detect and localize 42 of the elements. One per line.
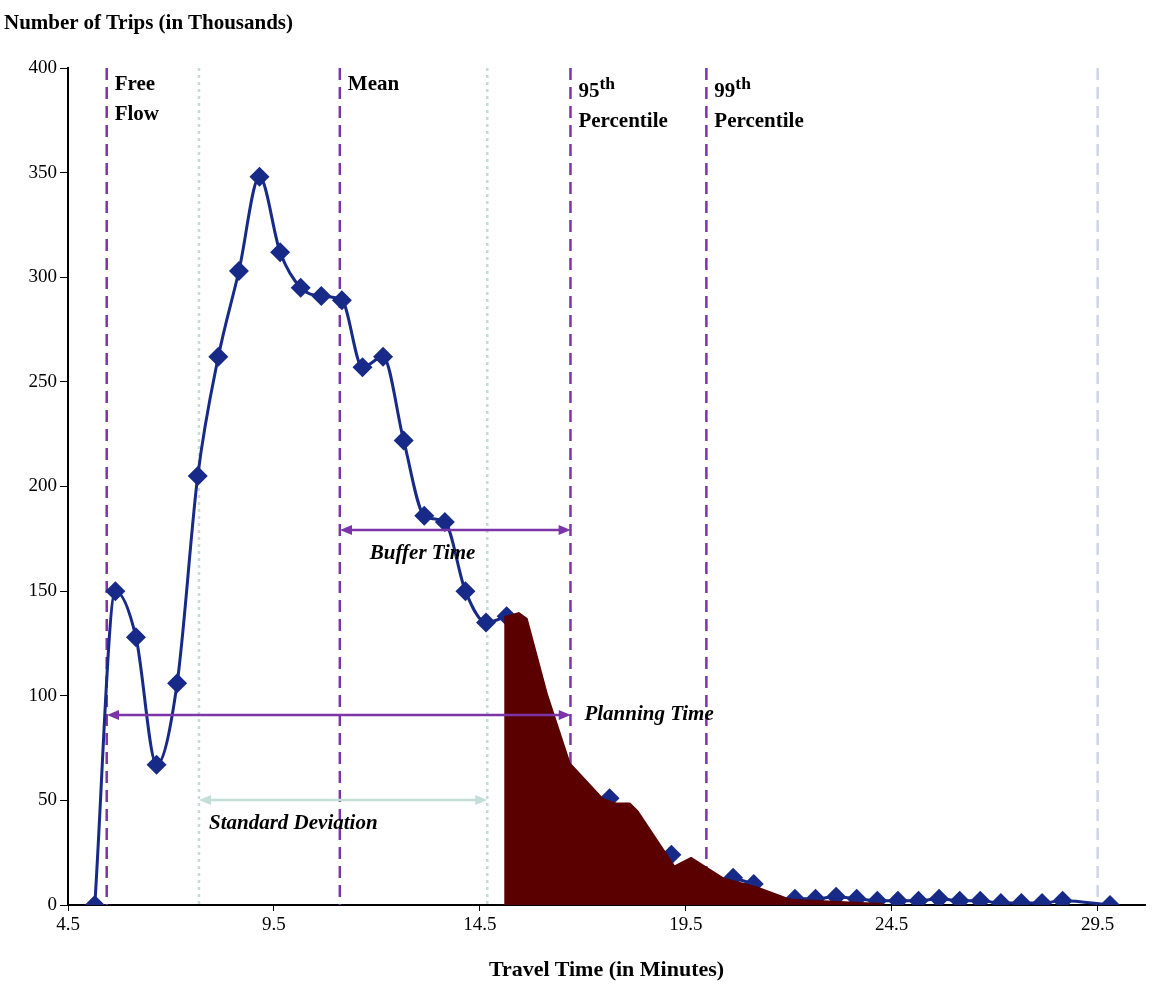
point (414, 505, 435, 526)
point (228, 260, 249, 281)
y-tick-label: 250 (28, 369, 57, 391)
point (373, 346, 394, 367)
point (249, 166, 270, 187)
y-tick-label: 400 (28, 55, 57, 77)
y-tick-label: 0 (47, 892, 57, 914)
y-tick-label: 200 (28, 474, 57, 496)
y-tick-label: 50 (38, 788, 57, 810)
ref-line-label: Mean (347, 70, 400, 97)
y-axis-title: Number of Trips (in Thousands) (4, 10, 294, 35)
point (434, 512, 455, 533)
point (352, 357, 373, 378)
point (270, 242, 291, 263)
annotation: Standard Deviation (208, 810, 378, 836)
point (187, 466, 208, 487)
y-tick-label: 100 (28, 683, 57, 705)
x-axis-title: Travel Time (in Minutes) (488, 956, 725, 982)
point (455, 581, 476, 602)
y-tick-label: 150 (28, 579, 57, 601)
y-tick-label: 350 (28, 160, 57, 182)
x-tick-label: 29.5 (1081, 913, 1115, 935)
point (290, 277, 311, 298)
point (476, 612, 497, 633)
y-tick-label: 300 (28, 265, 57, 287)
x-tick-label: 19.5 (669, 913, 703, 935)
point (331, 290, 352, 311)
point (208, 346, 229, 367)
ref-line-label: 95$^{th}$ Percentile (578, 72, 668, 134)
x-tick-label: 14.5 (463, 913, 497, 935)
annotation: Planning Time (584, 700, 714, 726)
point (311, 286, 332, 307)
point (146, 754, 167, 775)
point (393, 430, 414, 451)
x-tick-label: 24.5 (875, 913, 909, 935)
ref-line-label: 99$^{th}$ Percentile (714, 72, 804, 134)
x-tick-label: 9.5 (262, 913, 286, 935)
point (167, 673, 188, 694)
point (105, 581, 126, 602)
point (125, 627, 146, 648)
ref-line-label: Free Flow (114, 70, 160, 127)
x-tick-label: 4.5 (56, 913, 80, 935)
